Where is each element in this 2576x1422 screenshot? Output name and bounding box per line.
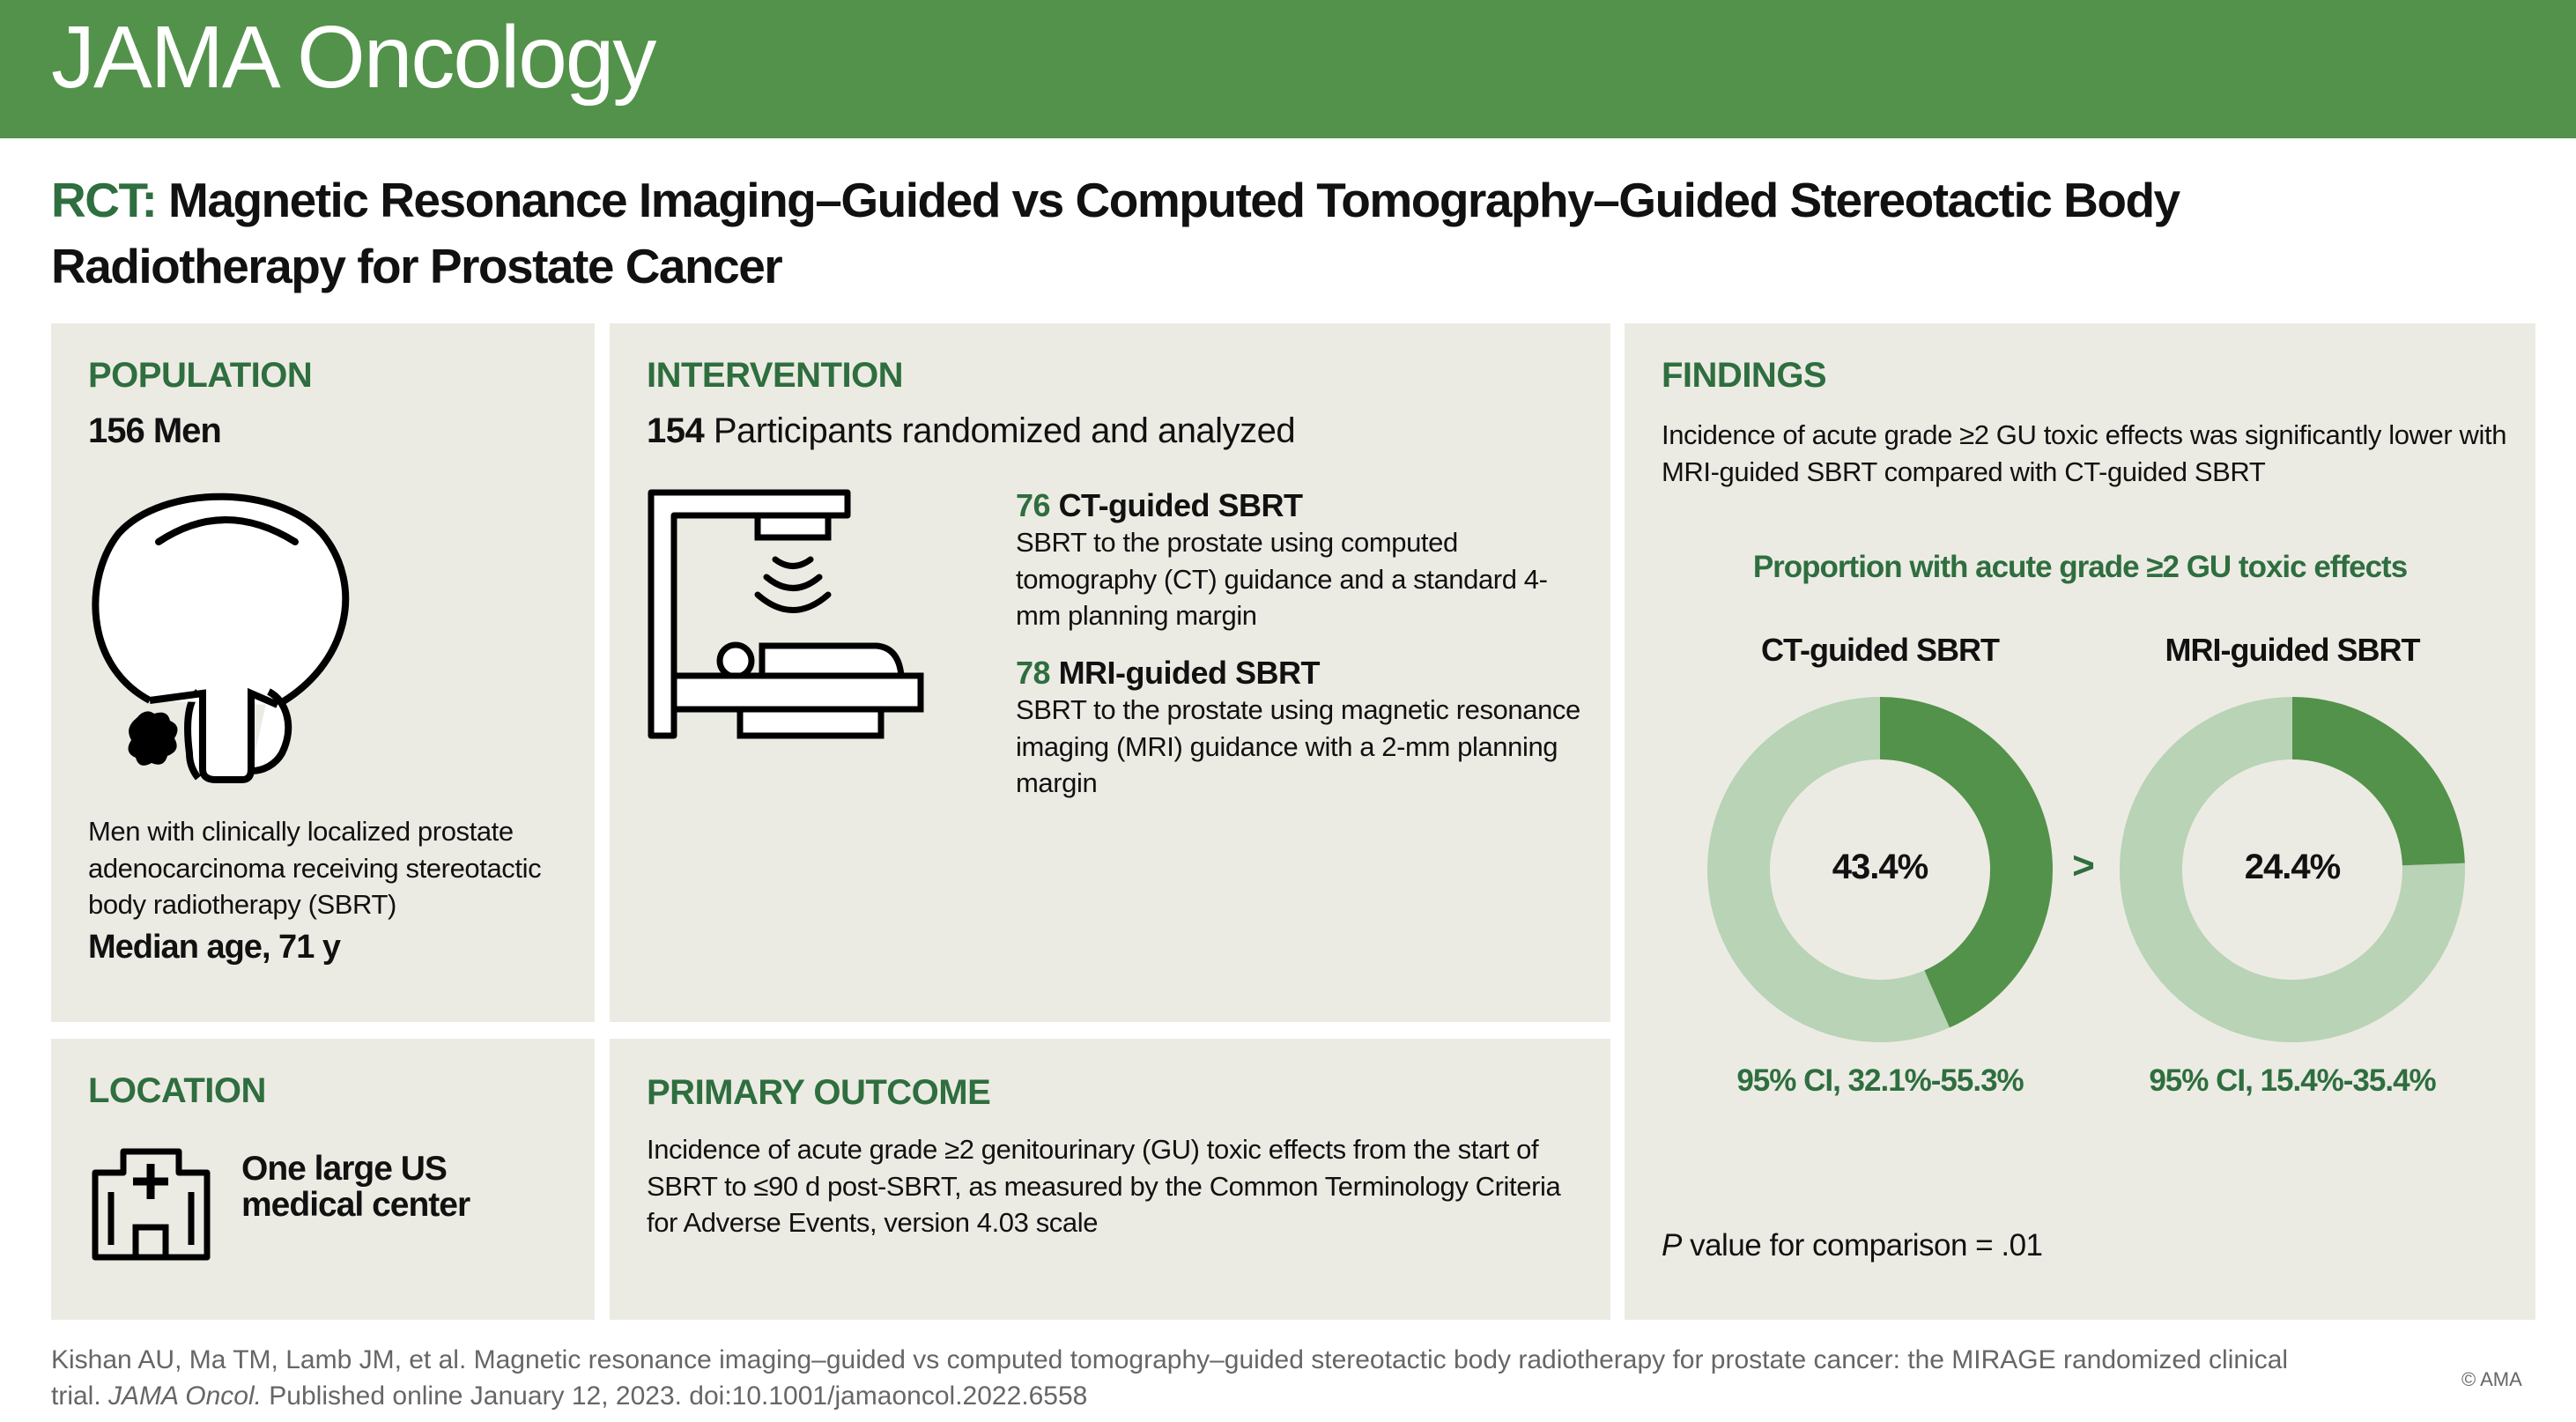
copyright: © AMA — [2461, 1368, 2522, 1390]
donut-remainder-1 — [2120, 697, 2465, 1042]
arm-ct-description: SBRT to the prostate using computed tomo… — [1016, 527, 1548, 631]
findings-text: Incidence of acute grade ≥2 GU toxic eff… — [1662, 419, 2507, 487]
ct-ci: 95% CI, 32.1%-55.3% — [1736, 1063, 2024, 1098]
chart-title: Proportion with acute grade ≥2 GU toxic … — [1752, 550, 2408, 584]
citation-part-1: Kishan AU, Ma TM, Lamb JM, et al. Magnet… — [51, 1345, 2289, 1411]
title-text: Magnetic Resonance Imaging–Guided vs Com… — [51, 173, 2180, 293]
population-description: Men with clinically localized prostate a… — [88, 816, 542, 920]
journal-name: JAMA Oncology — [51, 8, 656, 107]
arm-ct-name: CT-guided SBRT — [1058, 487, 1303, 523]
primary-outcome-panel — [610, 1039, 1610, 1320]
population-heading: POPULATION — [88, 356, 313, 395]
findings-heading: FINDINGS — [1662, 356, 1827, 395]
primary-outcome-text: Incidence of acute grade ≥2 genitourinar… — [647, 1134, 1561, 1238]
intervention-count: 154 — [647, 411, 705, 450]
radiotherapy-machine-icon — [648, 489, 924, 739]
ct-label: CT-guided SBRT — [1761, 632, 2000, 668]
donut-value-1 — [2292, 697, 2465, 866]
mri-label: MRI-guided SBRT — [2165, 632, 2421, 668]
arm-mri-n: 78 — [1016, 655, 1051, 691]
donut-charts — [1707, 697, 2465, 1042]
hospital-icon — [92, 1148, 211, 1261]
primary-outcome-heading: PRIMARY OUTCOME — [647, 1073, 991, 1112]
citation-part-2: Published online January 12, 2023. doi:1… — [261, 1381, 1088, 1411]
arm-ct: 76 CT-guided SBRT SBRT to the prostate u… — [1016, 487, 1588, 634]
citation-journal: JAMA Oncol. — [108, 1381, 262, 1411]
mri-ci: 95% CI, 15.4%-35.4% — [2149, 1063, 2436, 1098]
p-value: P value for comparison = .01 — [1662, 1228, 2043, 1263]
arm-ct-n: 76 — [1016, 487, 1051, 523]
arm-mri-description: SBRT to the prostate using magnetic reso… — [1016, 694, 1580, 798]
arm-mri-name: MRI-guided SBRT — [1058, 655, 1321, 691]
intervention-count-line: 154 Participants randomized and analyzed — [647, 411, 1296, 451]
location-text: One large US medical center — [241, 1150, 470, 1224]
donut-remainder-0 — [1707, 697, 1950, 1042]
median-age: Median age, 71 y — [88, 929, 341, 966]
p-text: value for comparison = .01 — [1681, 1228, 2043, 1263]
header-bar — [0, 0, 2576, 138]
mri-value-label: 24.4% — [2244, 848, 2341, 886]
ct-value-label: 43.4% — [1832, 848, 1928, 886]
location-heading: LOCATION — [88, 1071, 266, 1110]
title-prefix: RCT: — [51, 173, 158, 227]
arm-mri: 78 MRI-guided SBRT SBRT to the prostate … — [1016, 655, 1588, 802]
citation: Kishan AU, Ma TM, Lamb JM, et al. Magnet… — [51, 1342, 2342, 1414]
donut-value-0 — [1880, 697, 2053, 1028]
comparison-symbol: > — [2072, 844, 2095, 887]
prostate-icon — [92, 493, 350, 783]
p-label: P — [1662, 1228, 1682, 1263]
population-count: 156 Men — [88, 411, 222, 450]
intervention-count-text: Participants randomized and analyzed — [713, 411, 1296, 450]
page-title: RCT: Magnetic Resonance Imaging–Guided v… — [51, 167, 2430, 300]
intervention-heading: INTERVENTION — [647, 356, 904, 395]
